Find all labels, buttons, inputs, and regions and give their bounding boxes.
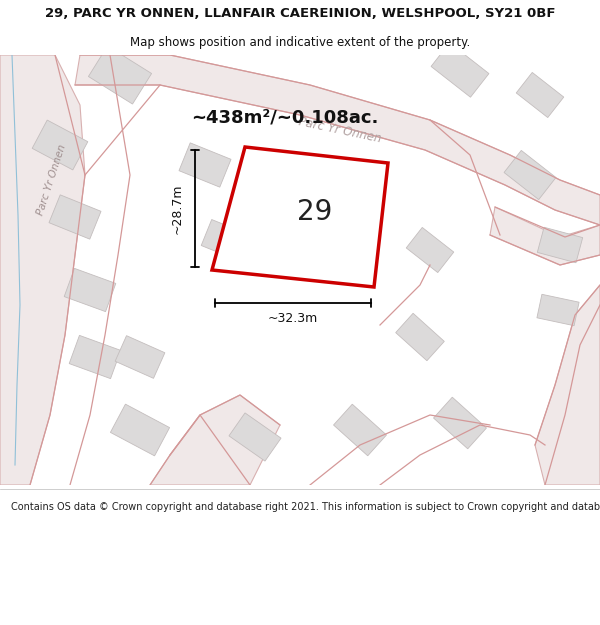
Text: Parc Yr Onnen: Parc Yr Onnen (36, 143, 68, 217)
Polygon shape (504, 151, 556, 199)
Polygon shape (516, 72, 564, 118)
Polygon shape (431, 42, 489, 98)
Text: 29: 29 (297, 198, 332, 226)
Polygon shape (537, 294, 579, 326)
Text: ~28.7m: ~28.7m (170, 183, 184, 234)
Polygon shape (395, 313, 445, 361)
Polygon shape (75, 55, 600, 225)
Polygon shape (490, 207, 600, 265)
Polygon shape (110, 404, 170, 456)
Polygon shape (88, 46, 152, 104)
Polygon shape (0, 55, 85, 485)
Polygon shape (406, 228, 454, 272)
Polygon shape (150, 395, 280, 485)
Polygon shape (201, 219, 249, 261)
Polygon shape (535, 285, 600, 485)
Text: ~32.3m: ~32.3m (268, 311, 318, 324)
Text: Parc Yr Onnen: Parc Yr Onnen (298, 115, 383, 145)
Polygon shape (115, 336, 165, 378)
Polygon shape (334, 404, 386, 456)
Polygon shape (32, 120, 88, 170)
Polygon shape (69, 336, 121, 379)
Polygon shape (212, 147, 388, 287)
Text: Contains OS data © Crown copyright and database right 2021. This information is : Contains OS data © Crown copyright and d… (11, 502, 600, 512)
Polygon shape (179, 143, 231, 187)
Polygon shape (434, 398, 487, 449)
Text: Map shows position and indicative extent of the property.: Map shows position and indicative extent… (130, 36, 470, 49)
Polygon shape (229, 413, 281, 461)
Polygon shape (49, 195, 101, 239)
Polygon shape (538, 228, 583, 262)
Polygon shape (314, 178, 366, 222)
Text: ~438m²/~0.108ac.: ~438m²/~0.108ac. (191, 108, 379, 126)
Text: 29, PARC YR ONNEN, LLANFAIR CAEREINION, WELSHPOOL, SY21 0BF: 29, PARC YR ONNEN, LLANFAIR CAEREINION, … (45, 8, 555, 20)
Polygon shape (64, 268, 116, 312)
